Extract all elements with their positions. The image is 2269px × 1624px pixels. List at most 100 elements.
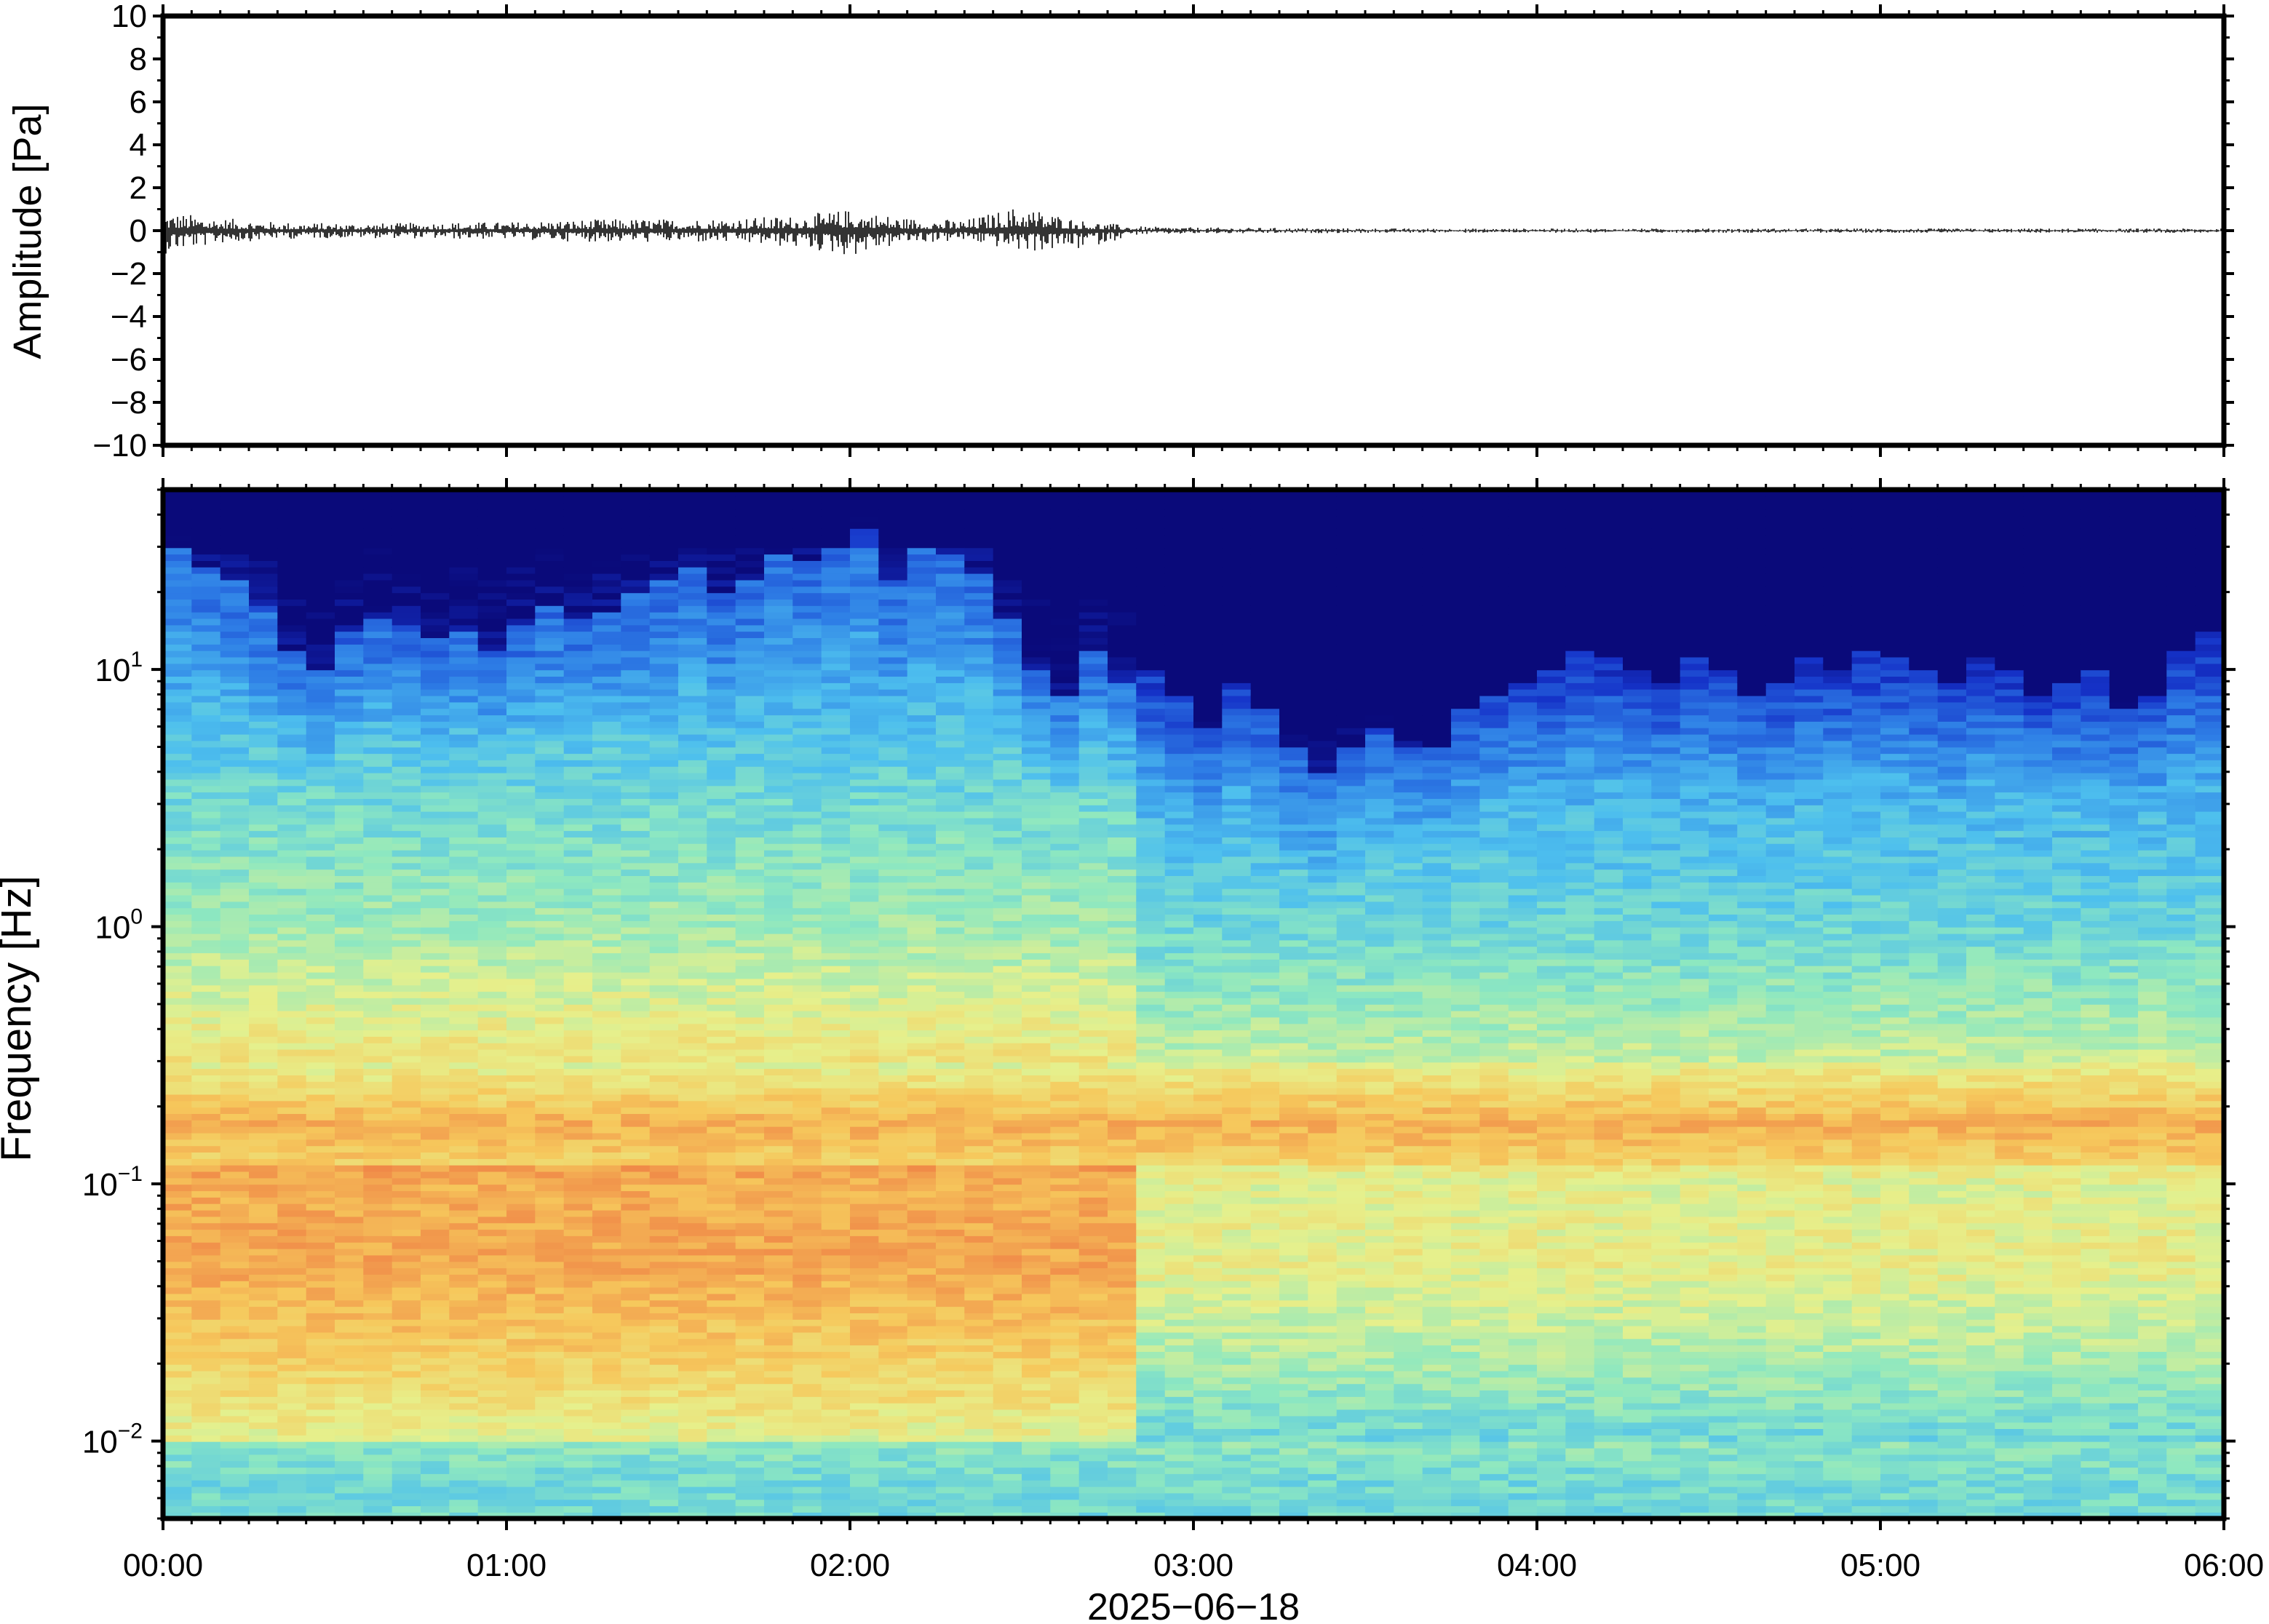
spectrogram-cell (993, 611, 1022, 619)
spectrogram-cell (563, 728, 593, 735)
spectrogram-cell (392, 701, 421, 709)
spectrogram-cell (563, 1325, 593, 1333)
spectrogram-cell (792, 837, 822, 844)
spectrogram-cell (191, 1512, 221, 1519)
spectrogram-cell (821, 971, 851, 979)
spectrogram-cell (592, 888, 622, 896)
spectrogram-cell (764, 1286, 794, 1294)
spectrogram-cell (277, 522, 307, 529)
spectrogram-cell (907, 631, 937, 638)
spectrogram-cell (792, 1512, 822, 1519)
spectrogram-cell (220, 1139, 250, 1147)
spectrogram-cell (649, 1435, 679, 1442)
spectrogram-cell (220, 528, 250, 536)
spectrogram-cell (335, 1422, 365, 1429)
spectrogram-cell (621, 669, 651, 677)
spectrogram-cell (735, 862, 765, 870)
spectrogram-cell (649, 753, 679, 760)
spectrogram-cell (964, 766, 994, 773)
spectrogram-cell (649, 1499, 679, 1507)
spectrogram-cell (306, 592, 335, 600)
spectrogram-cell (249, 1177, 279, 1185)
spectrogram-cell (249, 689, 279, 696)
spectrogram-cell (821, 798, 851, 805)
spectrogram-cell (335, 637, 365, 645)
spectrogram-cell (535, 856, 565, 864)
spectrogram-cell (907, 656, 937, 664)
spectrogram-cell (878, 1383, 908, 1390)
spectrogram-cell (649, 1460, 679, 1468)
spectrogram-cell (707, 1216, 736, 1224)
spectrogram-cell (335, 1415, 365, 1423)
spectrogram-cell (421, 528, 450, 536)
spectrogram-cell (249, 586, 279, 594)
spectrogram-cell (421, 509, 450, 517)
spectrogram-cell (678, 1364, 708, 1372)
spectrogram-cell (277, 592, 307, 600)
spectrogram-cell (477, 1010, 507, 1018)
spectrogram-cell (649, 1197, 679, 1204)
spectrogram-cell (220, 1075, 250, 1082)
spectrogram-cell (678, 946, 708, 954)
spectrogram-cell (907, 1254, 937, 1262)
spectrogram-cell (392, 676, 421, 683)
spectrogram-cell (306, 695, 335, 703)
spectrogram-cell (335, 701, 365, 709)
spectrogram-cell (249, 849, 279, 857)
spectrogram-cell (249, 766, 279, 773)
spectrogram-cell (821, 959, 851, 966)
spectrogram-cell (477, 1422, 507, 1429)
spectrogram-cell (306, 971, 335, 979)
spectrogram-cell (163, 1383, 193, 1390)
spectrogram-cell (792, 978, 822, 986)
spectrogram-cell (392, 966, 421, 973)
spectrogram-cell (878, 1158, 908, 1166)
spectrogram-cell (621, 1332, 651, 1340)
spectrogram-cell (707, 721, 736, 728)
spectrogram-cell (850, 1480, 880, 1487)
spectrogram-cell (964, 747, 994, 755)
spectrogram-cell (964, 1338, 994, 1346)
spectrogram-cell (678, 695, 708, 703)
spectrogram-cell (878, 1313, 908, 1320)
spectrogram-cell (764, 1120, 794, 1127)
spectrogram-cell (163, 1254, 193, 1262)
spectrogram-cell (735, 502, 765, 510)
spectrogram-cell (707, 927, 736, 934)
spectrogram-cell (649, 541, 679, 549)
spectrogram-cell (850, 560, 880, 568)
spectrogram-cell (592, 1338, 622, 1346)
spectrogram-cell (707, 1435, 736, 1442)
spectrogram-cell (907, 1184, 937, 1192)
spectrogram-cell (821, 715, 851, 722)
spectrogram-cell (191, 689, 221, 696)
spectrogram-cell (878, 837, 908, 844)
spectrogram-cell (477, 1435, 507, 1442)
spectrogram-cell (764, 914, 794, 921)
spectrogram-cell (335, 978, 365, 986)
spectrogram-cell (477, 1402, 507, 1410)
spectrogram-cell (249, 715, 279, 722)
spectrogram-cell (792, 792, 822, 799)
spectrogram-cell (936, 907, 966, 915)
spectrogram-cell (363, 490, 393, 497)
spectrogram-cell (764, 1254, 794, 1262)
spectrogram-cell (678, 721, 708, 728)
spectrogram-cell (306, 599, 335, 606)
spectrogram-cell (392, 1087, 421, 1095)
spectrogram-cell (821, 1480, 851, 1487)
spectrogram-cell (821, 740, 851, 748)
spectrogram-cell (535, 1281, 565, 1288)
spectrogram-cell (191, 1132, 221, 1140)
spectrogram-cell (907, 669, 937, 677)
spectrogram-cell (220, 1048, 250, 1056)
spectrogram-cell (621, 1158, 651, 1166)
spectrogram-cell (621, 1139, 651, 1147)
spectrogram-cell (249, 676, 279, 683)
spectrogram-cell (306, 618, 335, 626)
spectrogram-cell (821, 624, 851, 632)
spectrogram-cell (649, 1492, 679, 1500)
spectrogram-cell (878, 522, 908, 529)
spectrogram-cell (163, 888, 193, 896)
spectrogram-cell (392, 1499, 421, 1507)
